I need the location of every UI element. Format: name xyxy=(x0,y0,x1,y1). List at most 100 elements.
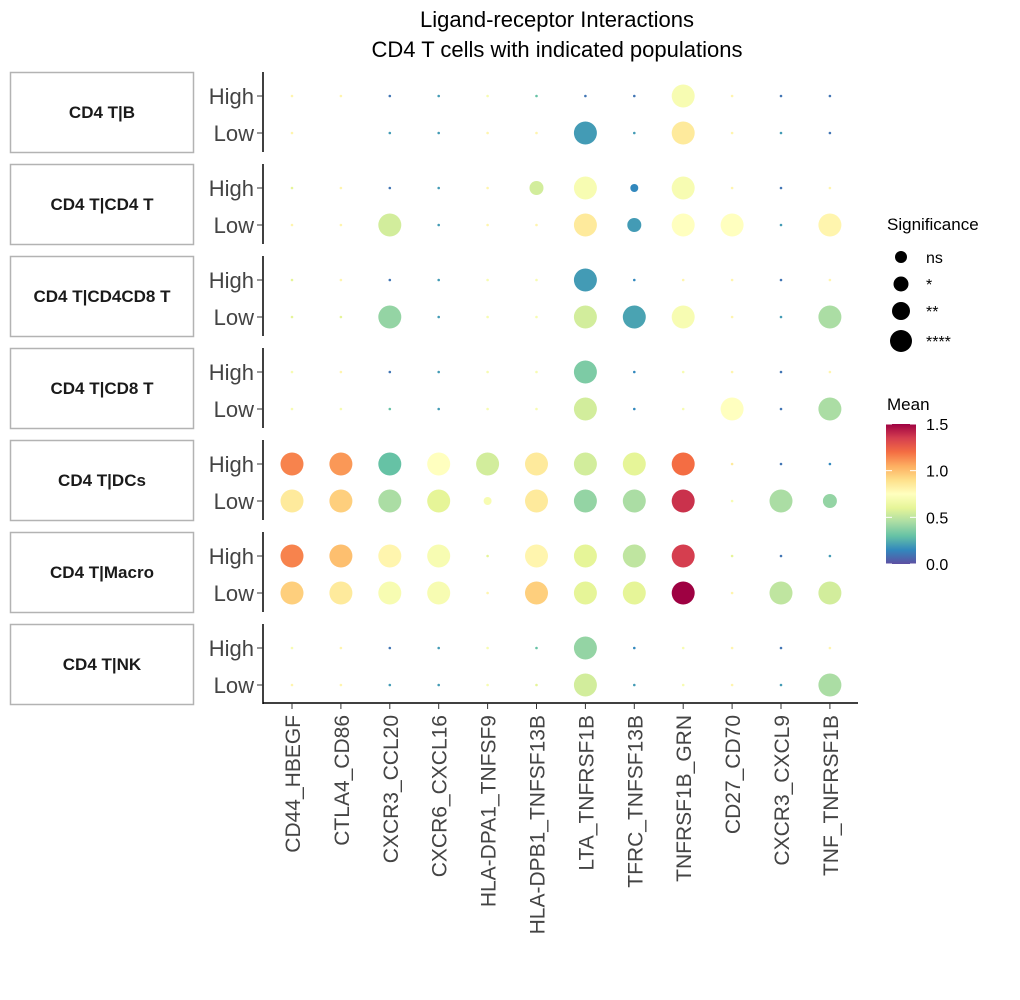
size-legend-label: **** xyxy=(926,334,951,351)
data-point xyxy=(573,452,597,476)
data-point xyxy=(437,94,441,98)
data-points xyxy=(280,84,842,697)
data-point xyxy=(622,489,646,513)
data-point xyxy=(633,646,636,650)
data-point xyxy=(437,315,441,319)
y-tick-label: High xyxy=(209,176,254,201)
data-point xyxy=(378,489,402,513)
color-legend-label: 0.0 xyxy=(926,557,948,574)
data-point xyxy=(633,278,636,282)
data-point xyxy=(437,683,441,687)
data-point xyxy=(525,489,548,513)
data-point xyxy=(730,370,734,374)
data-point xyxy=(818,581,842,605)
facet-label: CD4 T|CD4CD8 T xyxy=(34,287,172,306)
data-point xyxy=(388,186,392,190)
data-point xyxy=(290,186,294,190)
facet-label: CD4 T|Macro xyxy=(50,563,154,582)
data-point xyxy=(290,223,294,227)
data-point xyxy=(730,462,734,466)
data-point xyxy=(730,646,734,650)
data-point xyxy=(671,305,695,329)
data-point xyxy=(339,186,343,190)
data-point xyxy=(681,370,685,374)
color-legend-label: 0.5 xyxy=(926,510,948,527)
data-point xyxy=(730,499,734,503)
data-point xyxy=(525,581,548,605)
data-point xyxy=(290,94,294,98)
data-point xyxy=(290,646,294,650)
data-point xyxy=(280,489,304,513)
data-point xyxy=(427,489,451,513)
data-point xyxy=(535,407,538,411)
data-point xyxy=(730,131,734,135)
data-point xyxy=(681,407,685,411)
x-tick-label: CXCR3_CXCL9 xyxy=(771,715,794,866)
data-point xyxy=(779,646,783,650)
data-point xyxy=(828,462,832,466)
data-point xyxy=(633,370,636,374)
data-point xyxy=(818,397,842,421)
facet-strip xyxy=(9,623,195,706)
data-point xyxy=(818,213,842,237)
data-point xyxy=(486,646,489,650)
y-tick-label: Low xyxy=(214,397,254,422)
data-point xyxy=(388,131,392,135)
data-point xyxy=(622,452,646,476)
data-point xyxy=(671,544,695,568)
data-point xyxy=(622,305,646,329)
x-tick-label: TNFRSF1B_GRN xyxy=(673,715,696,882)
x-axis: CD44_HBEGF CTLA4_CD86 CXCR3_CCL20 CXCR6_CXC… xyxy=(263,702,858,934)
data-point xyxy=(525,544,548,568)
data-point xyxy=(388,94,392,98)
data-point xyxy=(437,370,441,374)
data-point xyxy=(573,581,597,605)
data-point xyxy=(828,646,832,650)
data-point xyxy=(828,278,832,282)
y-tick-label: High xyxy=(209,636,254,661)
data-point xyxy=(822,494,837,508)
data-point xyxy=(378,452,402,476)
data-point xyxy=(378,544,402,568)
data-point xyxy=(779,370,783,374)
data-point xyxy=(427,581,451,605)
data-point xyxy=(573,360,597,384)
data-point xyxy=(339,683,343,687)
data-point xyxy=(486,315,489,319)
size-legend-key xyxy=(892,302,910,320)
y-tick-label: Low xyxy=(214,581,254,606)
data-point xyxy=(329,489,353,513)
data-point xyxy=(584,94,587,98)
size-legend-key xyxy=(890,330,912,352)
data-point xyxy=(388,370,392,374)
data-point xyxy=(730,278,734,282)
data-point xyxy=(573,636,597,660)
data-point xyxy=(535,278,538,282)
data-point xyxy=(730,94,734,98)
data-point xyxy=(486,94,489,98)
facet-panels: CD4 T|B High Low CD4 T|CD4 T High Low CD4 T|CD… xyxy=(9,71,264,706)
data-point xyxy=(828,131,832,135)
data-point xyxy=(622,581,646,605)
data-point xyxy=(378,213,402,237)
data-point xyxy=(437,186,441,190)
data-point xyxy=(573,397,597,421)
data-point xyxy=(681,646,685,650)
data-point xyxy=(437,278,441,282)
x-tick-label: CTLA4_CD86 xyxy=(331,715,354,846)
data-point xyxy=(573,673,597,697)
data-point xyxy=(671,452,695,476)
data-point xyxy=(573,544,597,568)
x-tick-label: HLA-DPA1_TNFSF9 xyxy=(478,715,501,907)
data-point xyxy=(828,370,832,374)
data-point xyxy=(486,186,489,190)
size-legend-key xyxy=(893,276,909,292)
data-point xyxy=(730,554,734,558)
data-point xyxy=(681,278,685,282)
data-point xyxy=(486,591,489,595)
facet-label: CD4 T|NK xyxy=(63,655,142,674)
data-point xyxy=(486,278,489,282)
data-point xyxy=(378,305,402,329)
data-point xyxy=(779,554,783,558)
data-point xyxy=(828,186,832,190)
